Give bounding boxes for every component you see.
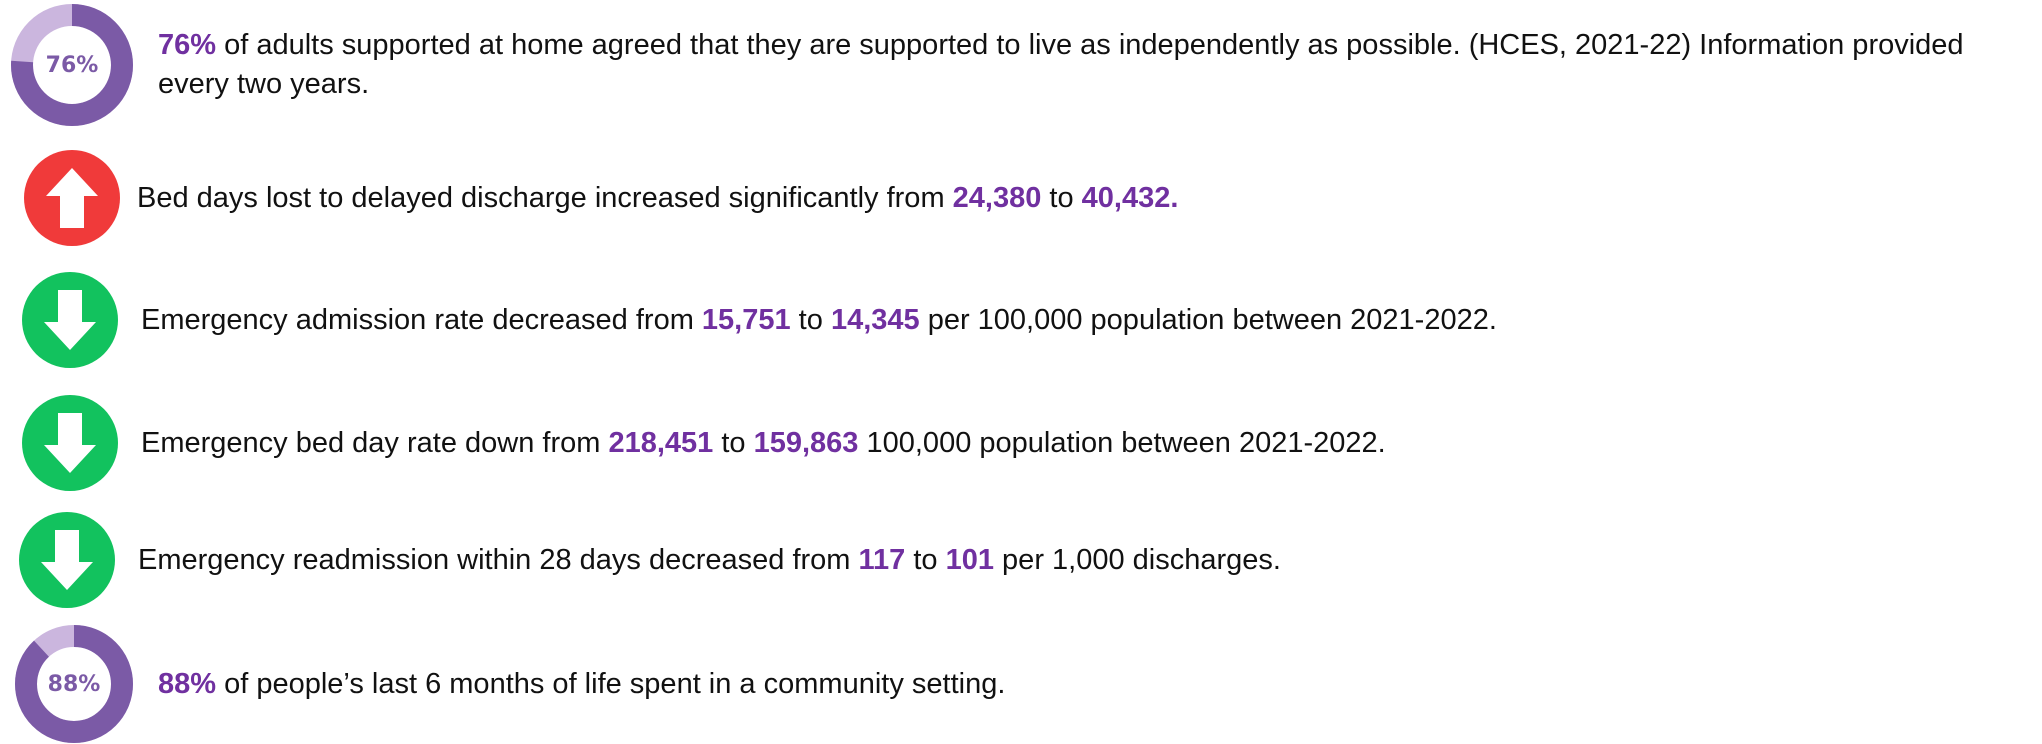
text: to [905, 543, 946, 576]
highlight: 24,380 [952, 181, 1042, 214]
text: to [713, 426, 754, 459]
arrow [46, 168, 98, 228]
statement: Emergency bed day rate down from 218,451… [141, 424, 2030, 463]
icon: 76% [11, 4, 133, 126]
statement: Bed days lost to delayed discharge incre… [137, 179, 2030, 218]
arrow [41, 530, 93, 590]
highlight: 15,751 [701, 303, 791, 336]
text: Emergency bed day rate down from [141, 426, 609, 459]
icon: 88% [15, 625, 133, 743]
donut-label: 76% [46, 53, 99, 78]
text: per 100,000 population between 2021-2022… [919, 303, 1497, 336]
text: of adults supported at home agreed that … [158, 29, 1964, 100]
icon [24, 150, 120, 246]
icon [22, 272, 118, 368]
icon [22, 395, 118, 491]
text: Emergency admission rate decreased from [141, 303, 702, 336]
donut-arc [11, 4, 133, 126]
highlight: 88% [158, 667, 217, 700]
statement: 76% of adults supported at home agreed t… [158, 26, 2030, 104]
text: of people’s last 6 months of life spent … [216, 667, 1006, 700]
statement: Emergency readmission within 28 days dec… [138, 541, 2030, 580]
statement: 88% of people’s last 6 months of life sp… [158, 665, 2030, 704]
highlight: 14,345 [830, 303, 920, 336]
highlight: 40,432. [1081, 181, 1179, 214]
icon [19, 512, 115, 608]
highlight: 117 [858, 543, 906, 576]
donut-arc [15, 625, 133, 743]
donut-label: 88% [48, 672, 101, 697]
highlight: 218,451 [608, 426, 714, 459]
arrow [44, 413, 96, 473]
highlight: 101 [945, 543, 994, 576]
text: to [1041, 181, 1082, 214]
highlight: 76% [158, 29, 217, 61]
text: to [790, 303, 831, 336]
text: 100,000 population between 2021-2022. [858, 426, 1386, 459]
highlight: 159,863 [753, 426, 859, 459]
arrow [44, 290, 96, 350]
text: per 1,000 discharges. [994, 543, 1281, 576]
text: Emergency readmission within 28 days dec… [138, 543, 859, 576]
text: Bed days lost to delayed discharge incre… [137, 181, 953, 214]
statement: Emergency admission rate decreased from … [141, 301, 2030, 340]
